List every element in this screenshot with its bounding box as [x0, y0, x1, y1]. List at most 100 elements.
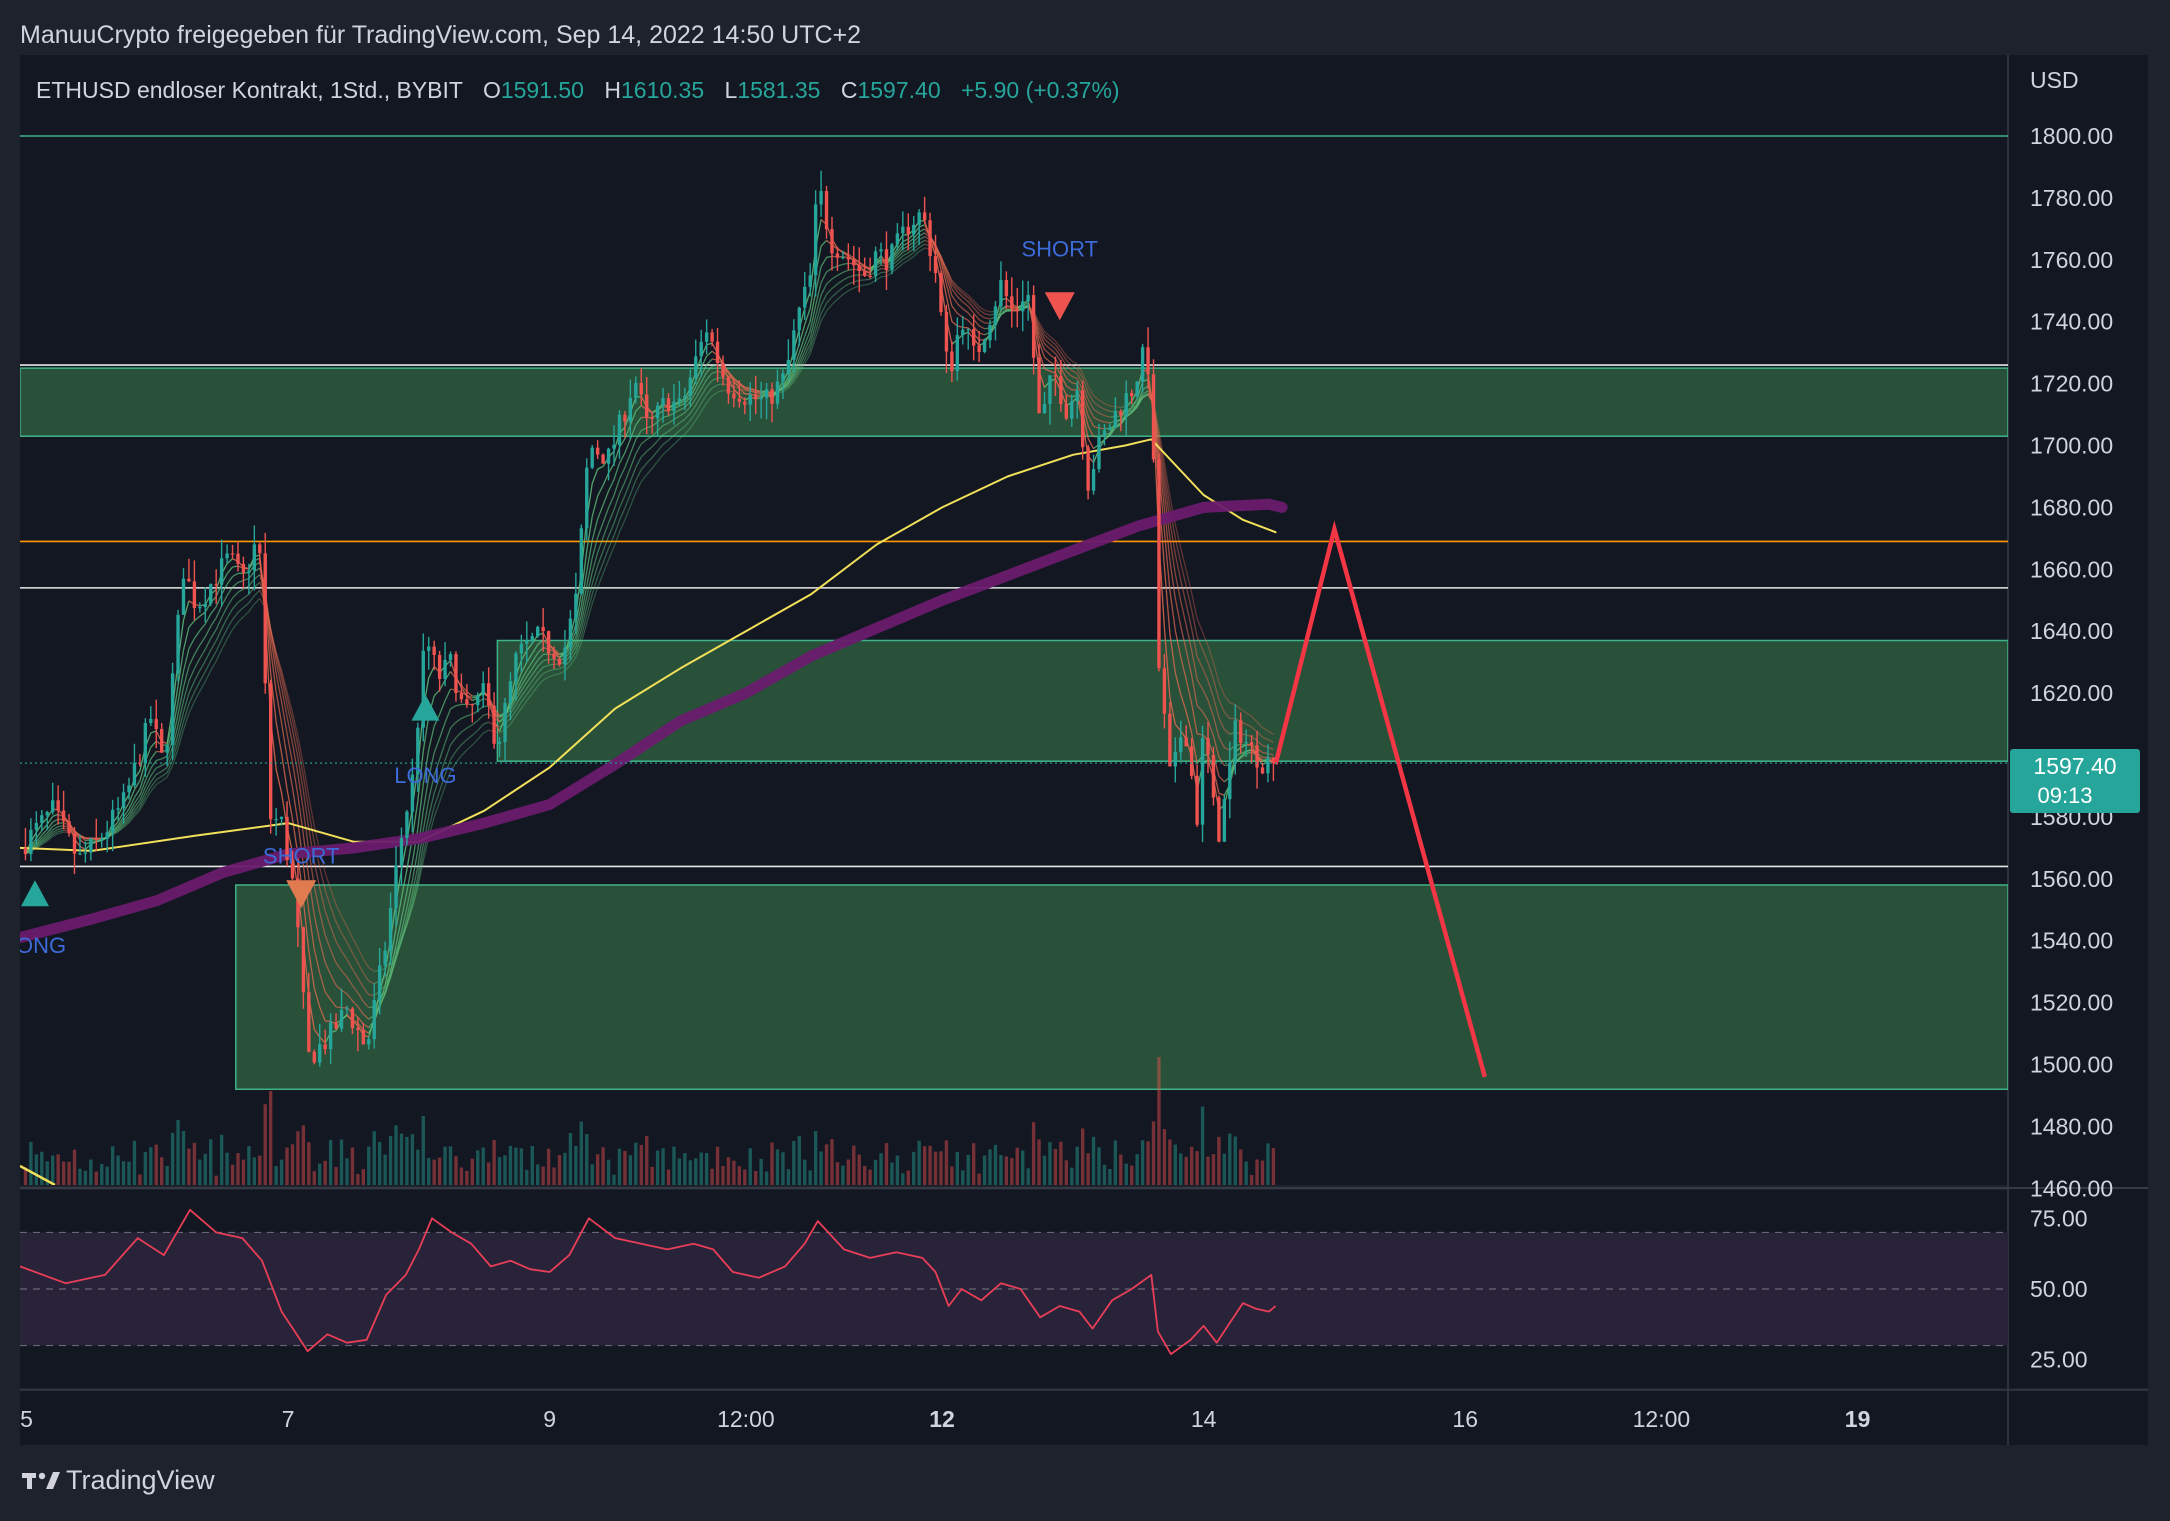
ema-ribbon-segment: [963, 327, 968, 328]
volume-bar: [743, 1170, 746, 1185]
footer-brand[interactable]: TradingView: [66, 1465, 215, 1495]
time-scale[interactable]: [20, 1390, 2148, 1445]
candle-body: [465, 699, 468, 704]
candle[interactable]: [1157, 453, 1160, 671]
candle[interactable]: [983, 338, 986, 353]
candle-body: [961, 330, 964, 335]
candle[interactable]: [1152, 359, 1155, 462]
candle-body: [661, 398, 664, 405]
candle[interactable]: [580, 525, 583, 595]
ema-ribbon-segment: [549, 664, 554, 665]
candle-body: [329, 1022, 332, 1049]
candle-body: [476, 695, 479, 705]
rsi-tick-label: 75.00: [2030, 1205, 2088, 1231]
volume-bar: [819, 1151, 822, 1185]
volume-bar: [847, 1159, 850, 1185]
last-price-tag: 1597.40 09:13: [2010, 749, 2140, 813]
volume-bar: [389, 1136, 392, 1185]
candle[interactable]: [939, 271, 942, 316]
price-tick-label: 1800.00: [2030, 123, 2113, 149]
candle-body: [449, 654, 452, 660]
candle-body: [738, 399, 741, 402]
candle[interactable]: [591, 445, 594, 469]
volume-bar: [531, 1146, 534, 1185]
volume-bar: [547, 1149, 550, 1185]
candle-body: [258, 544, 261, 553]
volume-bar: [1103, 1165, 1106, 1185]
candle-body: [362, 1030, 365, 1045]
candle[interactable]: [1212, 747, 1215, 806]
candle-body: [1190, 746, 1193, 775]
volume-bar: [645, 1136, 648, 1185]
volume-bar: [694, 1158, 697, 1185]
candle-body: [280, 817, 283, 819]
candle[interactable]: [269, 680, 272, 834]
volume-bar: [144, 1152, 147, 1185]
candle-body: [264, 553, 267, 683]
candle-body: [1163, 668, 1166, 714]
ema-ribbon-segment: [756, 392, 761, 393]
volume-bar: [885, 1143, 888, 1185]
candle-body: [819, 191, 822, 204]
price-tick-label: 1760.00: [2030, 247, 2113, 273]
time-tick-label: 9: [543, 1406, 556, 1432]
candle[interactable]: [601, 453, 604, 463]
ema-ribbon-segment: [58, 826, 63, 827]
legend-o-label: O: [483, 77, 501, 103]
candle-body: [405, 812, 408, 838]
volume-bar: [400, 1134, 403, 1185]
candle-body: [945, 312, 948, 351]
candle[interactable]: [1217, 795, 1220, 842]
candle-body: [770, 389, 773, 404]
volume-bar: [111, 1146, 114, 1185]
candle-body: [1103, 430, 1106, 436]
candle-body: [345, 1009, 348, 1010]
volume-bar: [765, 1171, 768, 1185]
candle-body: [1255, 745, 1258, 767]
candle-body: [967, 329, 970, 330]
candle-body: [509, 681, 512, 703]
candle-body: [334, 1022, 337, 1028]
volume-bar: [280, 1160, 283, 1185]
volume-bar: [525, 1170, 528, 1185]
volume-bar: [574, 1146, 577, 1185]
ema-ribbon-segment: [369, 995, 374, 996]
candle[interactable]: [536, 626, 539, 638]
volume-bar: [1054, 1149, 1057, 1185]
candle[interactable]: [890, 243, 893, 274]
legend-c-label: C: [841, 77, 858, 103]
ema-ribbon-segment: [554, 669, 559, 670]
candle-body: [373, 1000, 376, 1039]
candle[interactable]: [176, 610, 179, 682]
volume-bar: [356, 1174, 359, 1185]
candle[interactable]: [1223, 795, 1226, 842]
volume-bar: [1086, 1153, 1089, 1185]
volume-bar: [116, 1155, 119, 1185]
volume-bar: [580, 1121, 583, 1185]
candle-body: [106, 832, 109, 839]
volume-bar: [1163, 1129, 1166, 1185]
volume-bar: [269, 1091, 272, 1185]
candle-body: [1048, 375, 1051, 404]
volume-bar: [40, 1152, 43, 1185]
candle-body: [803, 287, 806, 308]
volume-bar: [901, 1173, 904, 1185]
legend-c-value: 1597.40: [857, 77, 940, 103]
volume-bar: [1125, 1164, 1128, 1185]
candle[interactable]: [585, 458, 588, 540]
candle-body: [585, 468, 588, 529]
volume-bar: [830, 1139, 833, 1185]
volume-bar: [836, 1162, 839, 1185]
time-tick-label: 16: [1452, 1406, 1478, 1432]
candle[interactable]: [264, 533, 267, 694]
volume-bar: [427, 1158, 430, 1185]
volume-bar: [492, 1140, 495, 1185]
ema-ribbon-segment: [1104, 422, 1109, 423]
volume-bar: [51, 1156, 54, 1185]
candle-body: [808, 275, 811, 286]
candle-body: [443, 660, 446, 679]
candle[interactable]: [209, 583, 212, 606]
volume-bar: [716, 1147, 719, 1185]
